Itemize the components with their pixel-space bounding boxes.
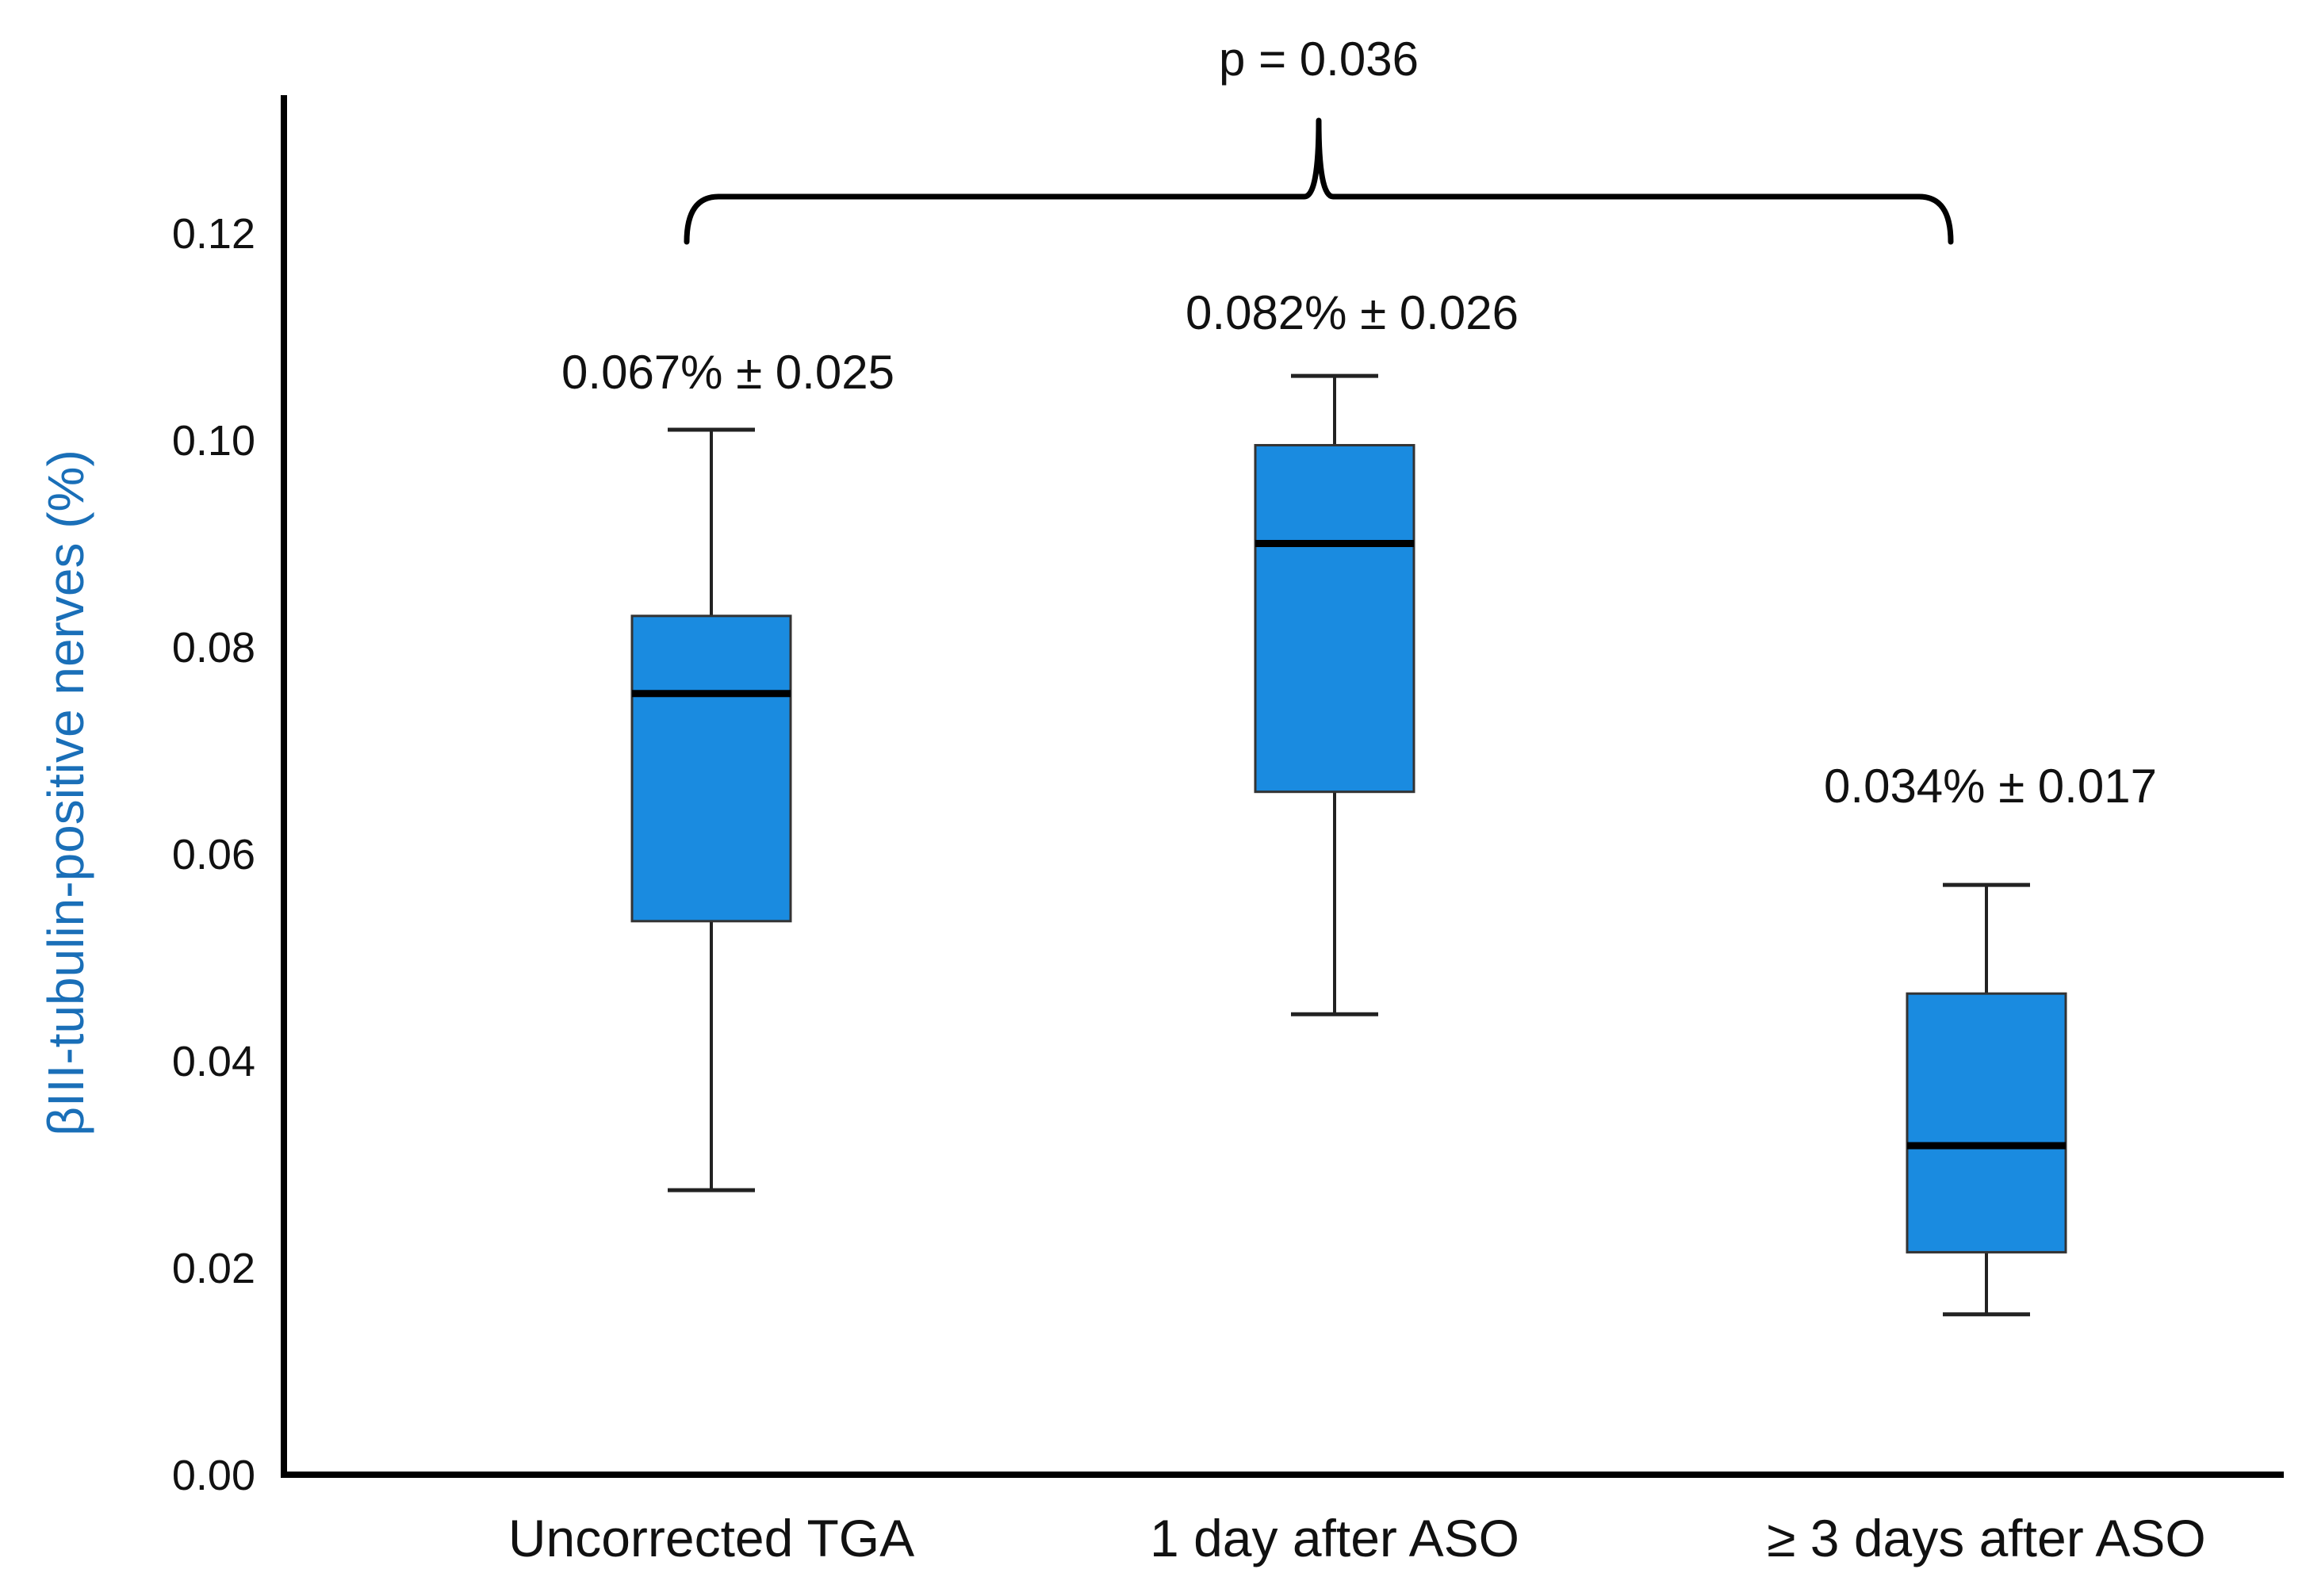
y-tick-label: 0.08 bbox=[172, 624, 255, 672]
y-tick-labels: 0.00 0.02 0.04 0.06 0.08 0.10 0.12 bbox=[172, 210, 255, 1499]
stat-annotation: 0.067% ± 0.025 bbox=[561, 346, 894, 399]
bracket-path bbox=[684, 117, 1954, 245]
significance-bracket: p = 0.036 bbox=[684, 33, 1954, 245]
iqr-box bbox=[630, 614, 792, 923]
y-tick-label: 0.06 bbox=[172, 831, 255, 878]
y-tick-label: 0.02 bbox=[172, 1245, 255, 1292]
category-label: Uncorrected TGA bbox=[508, 1509, 914, 1567]
axes bbox=[281, 95, 2284, 1478]
y-axis-label: βIII-tubulin-positive nerves (%) bbox=[37, 450, 94, 1136]
iqr-box bbox=[1906, 992, 2067, 1253]
box-plots bbox=[630, 373, 2067, 1317]
y-tick-label: 0.12 bbox=[172, 210, 255, 258]
category-labels: Uncorrected TGA 1 day after ASO ≥ 3 days a… bbox=[508, 1509, 2206, 1567]
annotations: 0.067% ± 0.025 0.082% ± 0.026 0.034% ± 0.0… bbox=[561, 286, 2157, 813]
category-label: 1 day after ASO bbox=[1150, 1509, 1519, 1567]
stat-annotation: 0.082% ± 0.026 bbox=[1186, 286, 1519, 339]
category-label: ≥ 3 days after ASO bbox=[1767, 1509, 2206, 1567]
y-tick-label: 0.04 bbox=[172, 1038, 255, 1085]
p-value-label: p = 0.036 bbox=[1219, 33, 1419, 86]
y-tick-label: 0.00 bbox=[172, 1452, 255, 1499]
iqr-box bbox=[1254, 444, 1415, 794]
stat-annotation: 0.034% ± 0.017 bbox=[1824, 760, 2157, 813]
y-tick-label: 0.10 bbox=[172, 417, 255, 465]
